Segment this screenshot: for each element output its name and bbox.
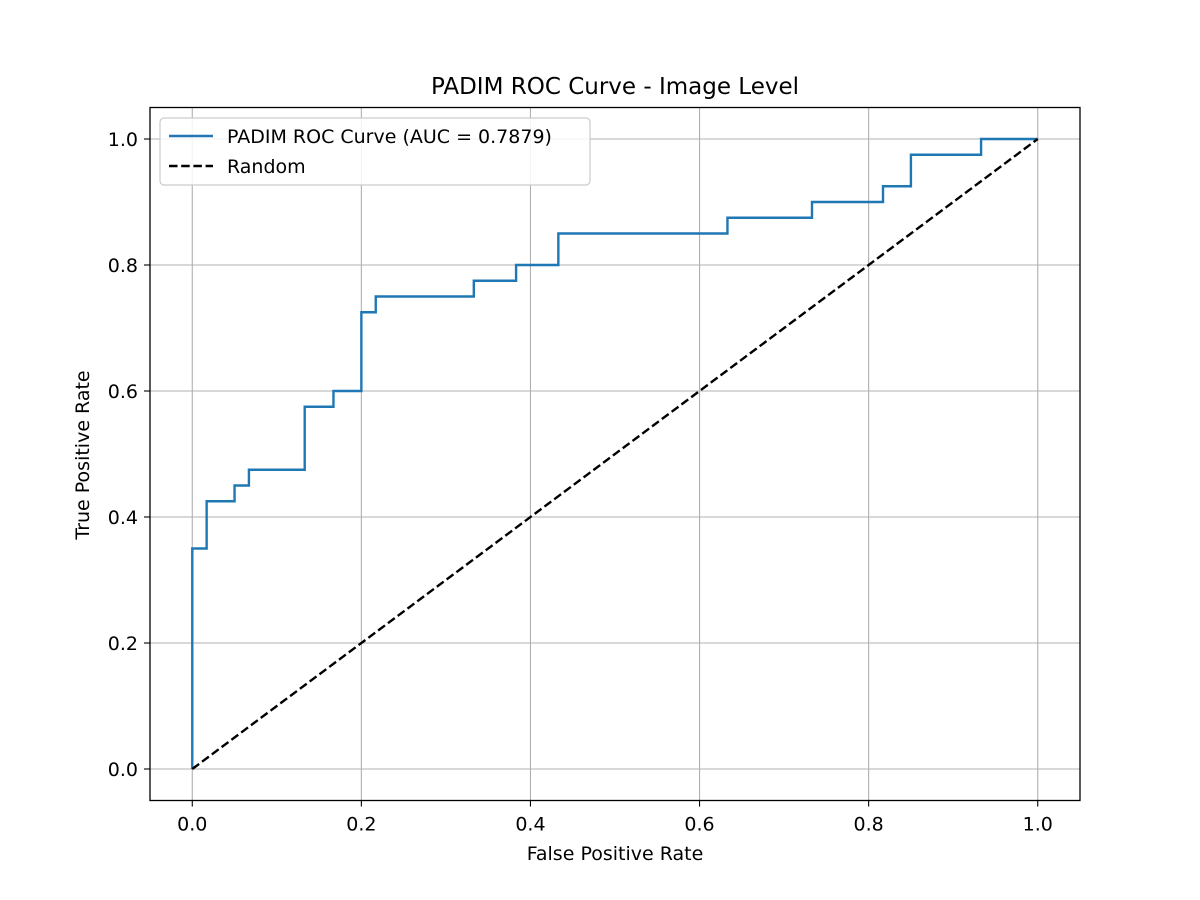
roc-curve-line <box>191 137 1038 769</box>
legend-label-roc: PADIM ROC Curve (AUC = 0.7879) <box>227 126 552 148</box>
y-axis-label: True Positive Rate <box>72 370 94 540</box>
tick-layer: 0.0 0.2 0.4 0.6 0.8 1.0 0.0 0.2 0.4 0.6 0.8 1.0 <box>108 129 1053 836</box>
x-tick-label-5: 1.0 <box>1023 814 1053 836</box>
x-tick-label-3: 0.6 <box>684 814 714 836</box>
y-tick-label-2: 0.4 <box>108 507 138 529</box>
series-layer <box>191 137 1039 770</box>
x-tick-label-1: 0.2 <box>346 814 376 836</box>
legend-box <box>159 117 591 186</box>
x-axis-label: False Positive Rate <box>527 843 704 865</box>
y-tick-label-1: 0.2 <box>108 633 138 655</box>
x-tick-label-0: 0.0 <box>177 814 207 836</box>
legend-label-random: Random <box>227 156 306 178</box>
legend: PADIM ROC Curve (AUC = 0.7879) Random <box>159 117 591 186</box>
random-baseline-line <box>191 138 1039 770</box>
plot-frame <box>149 106 1081 802</box>
y-tick-label-3: 0.6 <box>108 381 138 403</box>
x-tick-label-2: 0.4 <box>515 814 545 836</box>
y-tick-label-4: 0.8 <box>108 255 138 277</box>
y-tick-label-5: 1.0 <box>108 129 138 151</box>
y-tick-label-0: 0.0 <box>108 759 138 781</box>
grid-layer <box>150 107 1080 801</box>
x-tick-label-4: 0.8 <box>854 814 884 836</box>
chart-title: PADIM ROC Curve - Image Level <box>431 74 799 100</box>
